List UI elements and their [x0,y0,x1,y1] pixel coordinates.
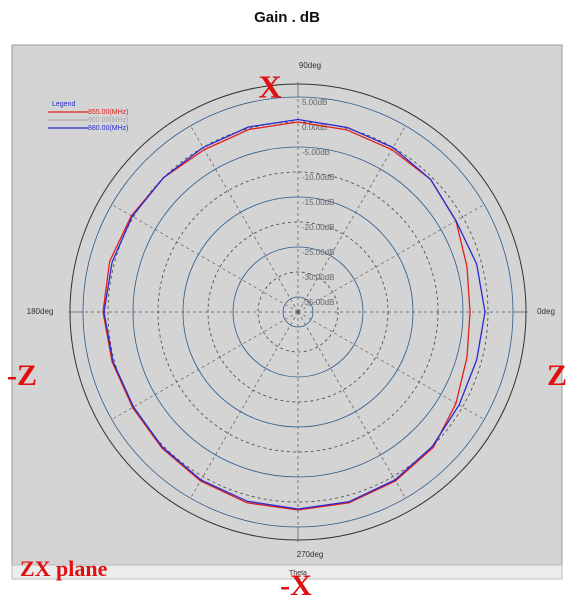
r-tick-label: -35.00dB [302,298,334,307]
axis-bar [11,564,563,580]
grid-ring [282,296,314,328]
annotation: Z [547,359,567,392]
axis-label: Theta [289,570,307,577]
annotation: X [258,68,281,104]
grid-ring [232,246,364,378]
r-tick-label: -5.00dB [302,148,330,157]
grid-ring [257,271,339,353]
r-tick-label: -20.00dB [302,223,334,232]
annotation: ZX plane [20,556,108,581]
annotation: -X [280,569,312,602]
series-line [103,118,486,510]
grid-ring [207,221,389,403]
legend-label: 900.00(MHz) [88,117,128,124]
r-tick-label: 5.00dB [302,98,327,107]
grid-ring [182,196,414,428]
r-tick-label: -10.00dB [302,173,334,182]
x-tick-label: 90deg [299,61,321,70]
legend-label: 855.00(MHz) [88,109,128,116]
annotation: -Z [7,359,37,392]
r-tick-label: -25.00dB [302,248,334,257]
x-tick-label: 0deg [537,307,555,316]
r-tick-label: -30.00dB [302,273,334,282]
r-tick-label: 0.00dB [302,123,327,132]
grid-ring [132,146,464,478]
x-tick-label: 270deg [297,550,324,559]
r-tick-label: -15.00dB [302,198,334,207]
legend-label: 880.00(MHz) [88,125,128,132]
grid-ring [157,171,439,453]
series-line [102,121,471,511]
legend-title: Legend [52,101,75,108]
x-tick-label: 180deg [27,307,54,316]
chart-title: Gain . dB [254,9,320,26]
